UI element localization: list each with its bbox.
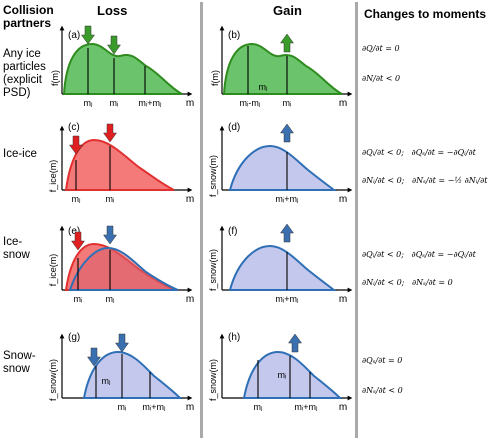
panel-g-xlabel: m [186, 402, 194, 413]
panel-g-ylabel: f_snow(m) [48, 359, 58, 401]
panel-a-tag: (a) [68, 30, 80, 41]
moments-row4-eq1: ∂Qₛ/∂t = 0 [362, 356, 403, 365]
panel-f-tag: (f) [228, 226, 237, 237]
moments-row2-eq1: ∂Qᵢ/∂t < 0; ∂Qₛ/∂t = −∂Qᵢ/∂t [362, 148, 476, 157]
panel-c-arrow-mj [69, 135, 83, 155]
moments-row3-eq2: ∂Nᵢ/∂t < 0; ∂Nₛ/∂t = 0 [362, 278, 453, 287]
panel-d-ylabel: f_snow(m) [208, 155, 218, 197]
panel-d-xlabel: m [339, 194, 347, 205]
panel-c-distribution [64, 138, 175, 191]
header-gain: Gain [273, 3, 302, 18]
panel-c-ylabel: f_ice(m) [48, 160, 58, 193]
panel-b-tag: (b) [228, 30, 240, 41]
panel-h-inner-mi: mᵢ [278, 370, 287, 380]
panel-a-arrow-mj [81, 25, 95, 45]
panel-e-xlabel: m [186, 294, 194, 305]
panel-b-arrow [280, 33, 294, 53]
panel-h-xtick-mj: mⱼ [253, 402, 262, 412]
header-collision-partners: Collision partners [3, 3, 54, 30]
panel-a-distribution [62, 42, 183, 95]
moments-row1-eq2: ∂N/∂t < 0 [362, 74, 401, 83]
moments-row2-eq2: ∂Nᵢ/∂t < 0; ∂Nₛ/∂t = −½ ∂Nᵢ/∂t [362, 176, 488, 185]
panel-e-ylabel: f_ice(m) [48, 254, 58, 287]
panel-b-ylabel: f(m) [210, 70, 220, 86]
panel-f-arrow [280, 223, 294, 243]
panel-c-xlabel: m [186, 194, 194, 205]
panel-d-tag: (d) [228, 122, 240, 133]
panel-g-tag: (g) [68, 332, 80, 343]
panel-h-arrow [288, 333, 302, 353]
row-label-any-ice: Any ice particles (explicit PSD) [3, 48, 46, 99]
panel-f-ylabel: f_snow(m) [208, 249, 218, 291]
panel-d-xtick-mimj: mᵢ+mⱼ [275, 194, 299, 204]
panel-d-arrow [280, 123, 294, 143]
panel-b-distribution [222, 42, 343, 95]
panel-f-distribution [228, 244, 337, 291]
panel-h-xtick-mimj: mᵢ+mⱼ [294, 402, 318, 412]
panel-f-xtick-mimj: mᵢ+mⱼ [275, 294, 299, 304]
panel-g-xtick-mi: mᵢ [118, 402, 127, 412]
row-label-ice-snow: Ice- snow [3, 236, 30, 261]
panel-h-tag: (h) [228, 332, 240, 343]
row-label-snow-snow: Snow- snow [3, 350, 36, 375]
panel-g-arrow-mi [115, 333, 129, 353]
panel-h-xlabel: m [339, 402, 347, 413]
panel-b-xtick-mi: mᵢ [283, 98, 292, 108]
moments-row4-eq2: ∂Nₛ/∂t < 0 [362, 386, 403, 395]
panel-e-tag: (e) [68, 226, 80, 237]
panel-c-xtick-mi: mᵢ [106, 194, 115, 204]
panel-a-xtick-mj: mⱼ [83, 98, 92, 108]
separator-gain-moments [355, 2, 358, 438]
panel-g-distribution [82, 350, 183, 399]
panel-a-xtick-mimj: mᵢ+mⱼ [138, 98, 162, 108]
panel-c-tag: (c) [68, 122, 80, 133]
panel-e-xtick-mj: mⱼ [105, 294, 114, 304]
panel-g-arrow-mj [87, 347, 101, 367]
moments-row1-eq1: ∂Q/∂t = 0 [362, 44, 400, 53]
row-label-ice-ice: Ice-ice [3, 148, 37, 160]
panel-g-xtick-mj: mⱼ [101, 376, 110, 386]
separator-loss-gain [200, 2, 203, 438]
header-changes-to-moments: Changes to moments [364, 7, 487, 21]
panel-b-xlabel: m [339, 98, 347, 109]
panel-b-xtick-mimj: mᵢ-mⱼ [240, 98, 261, 108]
header-loss: Loss [97, 3, 128, 18]
panel-a-arrow-mi [107, 35, 121, 55]
panel-e-arrow-mj [103, 225, 117, 245]
panel-h-distribution [242, 350, 343, 399]
panel-f-xlabel: m [339, 294, 347, 305]
panel-e-arrow-mi [71, 231, 85, 251]
panel-g-xtick-mimj: mᵢ+mⱼ [142, 402, 166, 412]
panel-a-xtick-mi: mᵢ [110, 98, 119, 108]
panel-d-distribution [228, 144, 337, 191]
panel-b-inner-mj: mⱼ [258, 82, 267, 92]
panel-e-snow-distribution [68, 246, 179, 291]
moments-row3-eq1: ∂Qᵢ/∂t < 0; ∂Qₛ/∂t = −∂Qᵢ/∂t [362, 250, 476, 259]
panel-c-xtick-mj: mⱼ [71, 194, 80, 204]
panel-e-xtick-mi: mᵢ [74, 294, 83, 304]
panel-c-arrow-mi [103, 123, 117, 143]
panel-a-ylabel: f(m) [50, 70, 60, 86]
panel-a-xlabel: m [186, 98, 194, 109]
panel-h-ylabel: f_snow(m) [208, 359, 218, 401]
